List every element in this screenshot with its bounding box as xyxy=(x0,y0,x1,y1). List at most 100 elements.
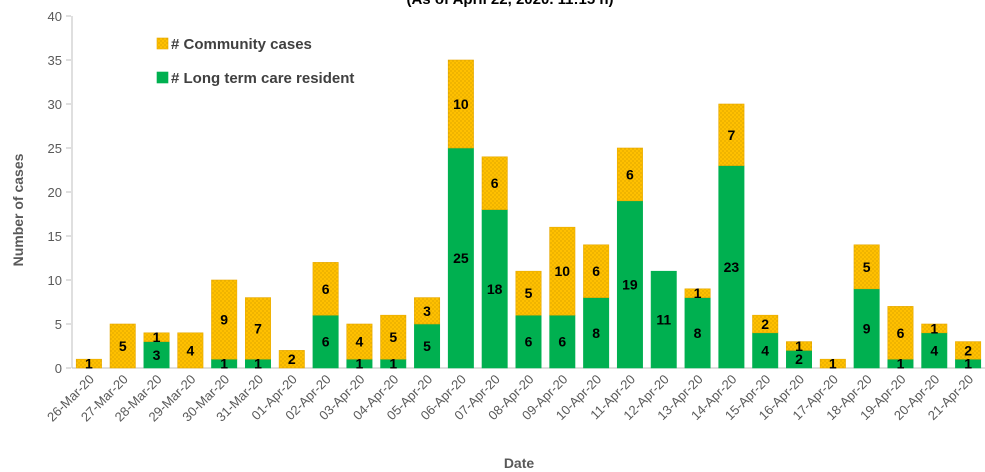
bar-data-label: 4 xyxy=(930,342,938,358)
bar-data-label: 7 xyxy=(727,127,735,143)
bar-data-label: 2 xyxy=(964,342,972,358)
bar-data-label: 1 xyxy=(389,356,397,372)
bar-data-label: 10 xyxy=(453,96,469,112)
bar-data-label: 6 xyxy=(897,325,905,341)
bar-community xyxy=(211,279,238,360)
bar-data-label: 23 xyxy=(724,259,740,275)
bar-community xyxy=(346,323,373,360)
bar-community xyxy=(109,323,136,369)
bar-labels: 1531419172661415532510186656108619611812… xyxy=(85,96,972,372)
bar-data-label: 5 xyxy=(423,338,431,354)
bar-long-term-care xyxy=(143,341,170,369)
bar-long-term-care xyxy=(616,200,643,369)
bar-data-label: 9 xyxy=(863,320,871,336)
bar-community xyxy=(819,358,846,369)
y-tick-label: 35 xyxy=(48,53,62,68)
bar-data-label: 8 xyxy=(592,325,600,341)
bar-community xyxy=(921,323,948,334)
bar-data-label: 1 xyxy=(356,356,364,372)
y-tick-label: 30 xyxy=(48,97,62,112)
y-tick-label: 5 xyxy=(55,317,62,332)
bar-long-term-care xyxy=(650,270,677,369)
bar-data-label: 5 xyxy=(389,329,397,345)
bar-data-label: 11 xyxy=(656,312,671,328)
bar-data-label: 5 xyxy=(119,338,127,354)
bar-community xyxy=(616,147,643,202)
bar-community xyxy=(278,350,305,369)
x-axis: 26-Mar-2027-Mar-2028-Mar-2029-Mar-2030-M… xyxy=(44,367,985,425)
bar-long-term-care xyxy=(718,165,745,369)
bar-community xyxy=(177,332,204,369)
bar-community xyxy=(752,314,779,334)
y-axis: 0 5 10 15 20 25 30 35 40 xyxy=(48,9,73,376)
legend-label: # Community cases xyxy=(171,36,312,53)
bar-community xyxy=(549,226,576,316)
y-tick-label: 40 xyxy=(48,9,62,24)
bar-long-term-care xyxy=(549,314,576,369)
bar-community xyxy=(718,103,745,166)
bar-data-label: 5 xyxy=(525,285,533,301)
bar-data-label: 6 xyxy=(322,334,330,350)
bar-data-label: 1 xyxy=(964,356,972,372)
bars xyxy=(75,59,982,369)
y-axis-title: Number of cases xyxy=(10,153,26,266)
bar-community xyxy=(684,288,711,298)
bar-data-label: 5 xyxy=(863,259,871,275)
legend-swatch-long-term-care xyxy=(156,71,169,84)
bar-long-term-care xyxy=(684,297,711,369)
bar-data-label: 18 xyxy=(487,281,503,297)
bar-long-term-care xyxy=(481,209,508,369)
bar-community xyxy=(887,306,914,360)
y-tick-label: 0 xyxy=(55,361,62,376)
y-tick-label: 25 xyxy=(48,141,62,156)
bar-data-label: 7 xyxy=(254,320,262,336)
bar-data-label: 6 xyxy=(491,175,499,191)
bar-data-label: 1 xyxy=(694,285,702,301)
bar-community xyxy=(312,262,339,316)
bar-data-label: 1 xyxy=(85,356,93,372)
bar-data-label: 4 xyxy=(186,342,194,358)
bar-data-label: 9 xyxy=(220,312,228,328)
bar-data-label: 4 xyxy=(761,342,769,358)
bar-community xyxy=(143,332,170,342)
bar-community xyxy=(447,59,474,149)
bar-data-label: 1 xyxy=(795,338,803,354)
bar-data-label: 1 xyxy=(897,356,905,372)
bar-data-label: 2 xyxy=(761,316,769,332)
bar-community xyxy=(245,297,271,360)
bar-community xyxy=(955,341,982,360)
bar-data-label: 8 xyxy=(694,325,702,341)
bar-data-label: 3 xyxy=(153,347,161,363)
bar-community xyxy=(380,314,407,360)
bar-long-term-care xyxy=(921,332,948,369)
bar-data-label: 10 xyxy=(555,263,571,279)
bar-community xyxy=(583,244,610,298)
bar-data-label: 3 xyxy=(423,303,431,319)
y-tick-label: 15 xyxy=(48,229,62,244)
bar-long-term-care xyxy=(853,288,880,369)
bar-data-label: 1 xyxy=(930,320,938,336)
bar-data-label: 4 xyxy=(356,334,364,350)
bar-community xyxy=(75,358,102,369)
bar-long-term-care xyxy=(752,332,779,369)
x-axis-title: Date xyxy=(504,455,535,471)
bar-data-label: 6 xyxy=(322,281,330,297)
bar-community xyxy=(786,341,812,351)
bar-data-label: 1 xyxy=(829,356,837,372)
bar-data-label: 1 xyxy=(220,356,228,372)
y-tick-label: 20 xyxy=(48,185,62,200)
bar-data-label: 19 xyxy=(622,276,638,292)
y-tick-label: 10 xyxy=(48,273,62,288)
bar-long-term-care xyxy=(515,314,542,369)
bar-community xyxy=(481,156,508,210)
bar-long-term-care xyxy=(583,297,610,369)
bar-long-term-care xyxy=(312,314,339,369)
legend: # Community cases # Long term care reside… xyxy=(156,36,354,87)
bar-data-label: 1 xyxy=(254,356,262,372)
bar-community xyxy=(515,270,542,316)
bar-data-label: 2 xyxy=(795,351,803,367)
bar-data-label: 6 xyxy=(525,334,533,350)
bar-data-label: 25 xyxy=(453,250,469,266)
bar-community xyxy=(414,297,441,325)
